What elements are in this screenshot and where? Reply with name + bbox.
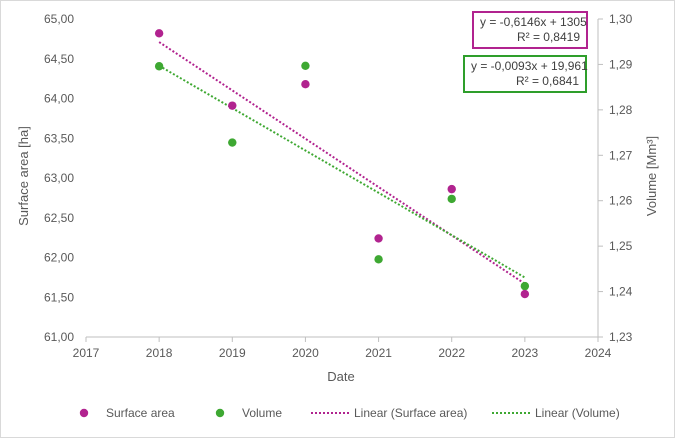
y-left-tick-label: 64,50	[44, 52, 74, 66]
x-tick-label: 2019	[219, 346, 246, 360]
legend-label: Volume	[242, 406, 282, 420]
x-tick-label: 2021	[365, 346, 392, 360]
legend-linear-volume: Linear (Volume)	[492, 406, 620, 420]
trendline-volume	[158, 64, 526, 279]
volume-point	[228, 138, 237, 147]
y-left-tick-label: 62,50	[44, 211, 74, 225]
surface-area-point	[520, 289, 530, 299]
legend-label: Surface area	[106, 406, 175, 420]
equation-text: y = -0,0093x + 19,961	[471, 59, 588, 73]
legend-label: Linear (Volume)	[535, 406, 620, 420]
legend: Surface area Volume Linear (Surface area) L…	[79, 406, 620, 420]
y-left-tick-label: 65,00	[44, 12, 74, 26]
legend-label: Linear (Surface area)	[354, 406, 467, 420]
y-right-tick-label: 1,30	[609, 12, 633, 26]
x-tick-label: 2024	[585, 346, 612, 360]
legend-marker	[215, 408, 225, 418]
y-left-tick-label: 64,00	[44, 92, 74, 106]
trendline-surface-area	[158, 41, 526, 285]
y-left-tick-label: 61,00	[44, 330, 74, 344]
x-tick-label: 2018	[146, 346, 173, 360]
y-right-tick-label: 1,26	[609, 194, 633, 208]
y-right-tick-label: 1,29	[609, 57, 633, 71]
y-axis-left-title: Surface area [ha]	[16, 126, 31, 226]
y-left-tick-label: 63,50	[44, 131, 74, 145]
volume-point	[154, 62, 164, 71]
legend-surface-area: Surface area	[79, 406, 175, 420]
trendline-equation-surface: y = -0,6146x + 1305 R² = 0,8419	[472, 11, 588, 49]
y-right-tick-label: 1,25	[609, 239, 633, 253]
equation-text: y = -0,6146x + 1305	[480, 15, 587, 29]
surface-area-point	[301, 79, 310, 89]
legend-volume: Volume	[215, 406, 282, 420]
surface-area-point	[154, 29, 164, 38]
volume-point	[520, 281, 530, 291]
tick-labels: 2017 2018 2019 2020 2021 2022 2023 2024 61,00 61,…	[44, 12, 633, 360]
x-axis-title: Date	[327, 369, 354, 384]
y-right-tick-label: 1,27	[609, 148, 633, 162]
surface-area-point	[228, 101, 237, 110]
r-squared-text: R² = 0,8419	[516, 30, 580, 44]
legend-linear-surface-area: Linear (Surface area)	[311, 406, 467, 420]
x-tick-label: 2023	[512, 346, 539, 360]
y-left-tick-label: 63,00	[44, 171, 74, 185]
y-right-tick-label: 1,28	[609, 103, 633, 117]
surface-area-point	[447, 184, 456, 194]
x-tick-label: 2017	[73, 346, 100, 360]
y-left-tick-label: 62,00	[44, 251, 74, 265]
x-tick-label: 2022	[438, 346, 465, 360]
volume-point	[301, 61, 310, 70]
x-tick-label: 2020	[292, 346, 319, 360]
surface-area-point	[374, 234, 383, 243]
volume-point	[374, 255, 383, 264]
y-right-tick-label: 1,23	[609, 330, 633, 344]
legend-marker	[79, 408, 89, 418]
y-right-tick-label: 1,24	[609, 285, 633, 299]
trendlines	[158, 41, 526, 285]
axes	[85, 18, 603, 342]
trendline-equation-volume: y = -0,0093x + 19,961 R² = 0,6841	[463, 55, 588, 93]
r-squared-text: R² = 0,6841	[515, 74, 579, 88]
y-left-tick-label: 61,50	[44, 290, 74, 304]
data-points	[154, 29, 530, 299]
y-axis-right-title: Volume [Mm³]	[644, 136, 659, 216]
volume-point	[447, 194, 456, 204]
